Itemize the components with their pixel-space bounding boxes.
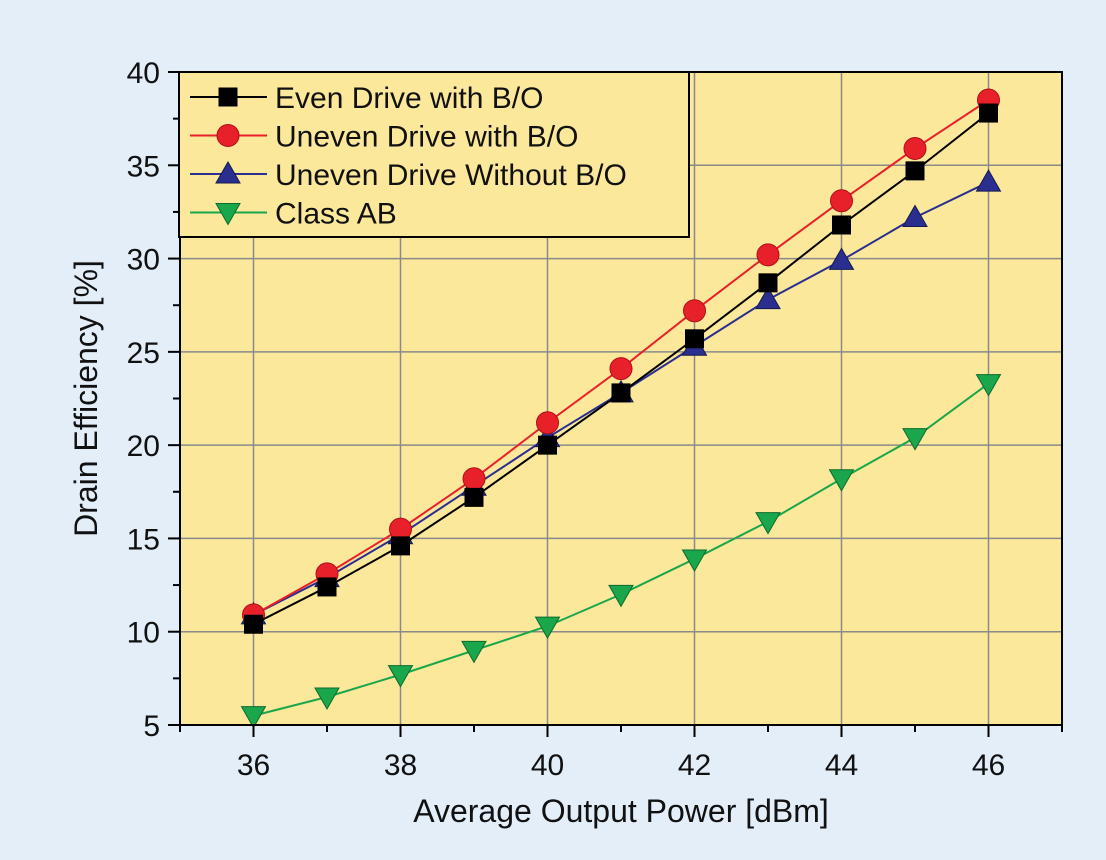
x-tick-label: 40 xyxy=(531,749,564,782)
data-point-4 xyxy=(681,549,708,572)
legend-label-1: Even Drive with B/O xyxy=(275,82,543,115)
y-tick-label: 40 xyxy=(127,57,160,90)
legend-marker-4 xyxy=(215,203,241,226)
legend: Even Drive with B/O Uneven Drive with B/O… xyxy=(178,71,690,238)
data-point-1 xyxy=(391,536,410,556)
data-point-4 xyxy=(975,374,1002,397)
data-point-4 xyxy=(387,665,414,688)
x-axis-title: Average Output Power [dBm] xyxy=(413,793,829,829)
y-tick-label: 10 xyxy=(127,617,160,650)
data-point-1 xyxy=(464,487,484,507)
legend-label-2: Uneven Drive with B/O xyxy=(275,121,578,154)
data-point-3 xyxy=(828,247,855,270)
x-tick-label: 36 xyxy=(237,749,270,782)
data-point-1 xyxy=(317,577,337,597)
data-point-3 xyxy=(975,169,1002,192)
x-tick-label: 42 xyxy=(678,749,711,782)
x-tick-label: 44 xyxy=(825,749,858,782)
data-point-1 xyxy=(758,273,778,293)
y-tick-label: 30 xyxy=(127,244,160,277)
data-point-4 xyxy=(461,640,487,664)
y-tick-label: 5 xyxy=(143,710,160,743)
data-point-4 xyxy=(755,512,781,535)
data-point-2 xyxy=(609,357,633,381)
data-point-2 xyxy=(903,136,927,160)
data-point-2 xyxy=(683,299,706,323)
legend-marker-1 xyxy=(218,87,238,107)
legend-marker-3 xyxy=(215,160,241,184)
data-point-1 xyxy=(244,614,263,634)
y-axis-title: Drain Efficiency [%] xyxy=(68,260,104,537)
y-tick-label: 15 xyxy=(127,523,160,556)
legend-marker-2 xyxy=(216,124,240,147)
data-point-1 xyxy=(538,435,557,455)
data-point-3 xyxy=(902,204,928,228)
data-point-4 xyxy=(608,584,634,608)
data-point-3 xyxy=(755,286,781,310)
series-1 xyxy=(244,103,998,634)
series-layer xyxy=(240,88,1002,729)
x-tick-label: 46 xyxy=(972,749,1005,782)
y-tick-label: 25 xyxy=(127,337,160,370)
data-point-2 xyxy=(536,411,559,435)
data-point-2 xyxy=(462,467,486,491)
data-point-2 xyxy=(830,189,853,213)
data-point-4 xyxy=(828,469,855,492)
data-point-1 xyxy=(979,103,998,123)
data-point-1 xyxy=(611,383,631,403)
data-point-4 xyxy=(534,616,561,640)
data-point-4 xyxy=(902,428,928,451)
x-tick-label: 38 xyxy=(384,749,417,782)
legend-label-4: Class AB xyxy=(275,198,397,231)
data-point-1 xyxy=(832,215,851,235)
legend-box xyxy=(178,71,690,238)
data-point-4 xyxy=(240,706,267,729)
legend-label-3: Uneven Drive Without B/O xyxy=(275,159,627,192)
data-point-1 xyxy=(685,329,704,349)
axis-ticks: 36 38 40 42 44 46 5 10 15 20 25 30 35 40 xyxy=(127,57,1063,782)
data-point-2 xyxy=(756,243,780,267)
y-tick-label: 35 xyxy=(127,150,160,183)
y-tick-label: 20 xyxy=(127,430,160,463)
data-point-4 xyxy=(314,687,340,711)
data-point-1 xyxy=(905,161,925,181)
series-4 xyxy=(240,374,1002,729)
